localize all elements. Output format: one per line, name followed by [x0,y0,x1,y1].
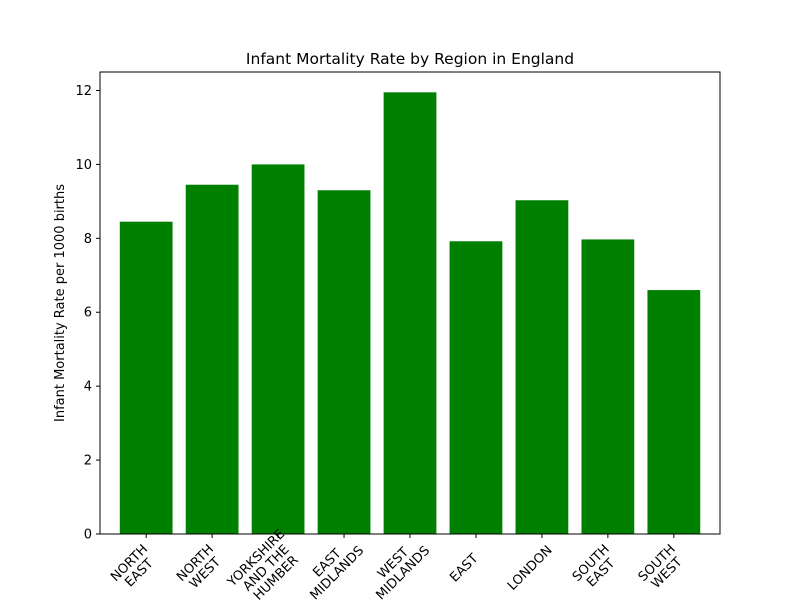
bar [515,200,569,534]
x-tick-label: WESTMIDLANDS [364,534,434,600]
x-tick-label: NORTHEAST [108,542,161,595]
y-tick-label: 8 [84,232,92,247]
y-tick-label: 0 [84,528,92,543]
bar [581,239,635,534]
y-tick-label: 10 [75,158,92,173]
chart-title: Infant Mortality Rate by Region in Engla… [246,50,574,68]
x-tick-label-line: LONDON [505,543,556,594]
bar [383,92,437,534]
bar [185,184,239,535]
bar [449,241,503,534]
y-axis-label: Infant Mortality Rate per 1000 births [53,184,68,422]
y-tick-label: 6 [84,306,92,321]
x-tick-label: EASTMIDLANDS [298,534,368,600]
y-tick-label: 4 [84,380,92,395]
bar [647,290,701,534]
x-tick-label: SOUTHWEST [636,542,689,595]
bar [251,164,305,534]
x-tick-label: YORKSHIREAND THEHUMBER [224,527,308,600]
y-tick-label: 2 [84,454,92,469]
x-tick-label: LONDON [505,543,556,594]
x-tick-label-line: EAST [447,551,481,585]
plot-area: 0 2 4 6 8 10 12 NORTHEAST NORTHWEST YORKSHIREAND … [75,71,721,600]
bar [119,221,173,534]
x-tick-label: NORTHWEST [174,542,227,595]
bar [317,190,371,534]
x-tick-label: EAST [447,551,481,585]
x-tick-label: SOUTHEAST [570,542,623,595]
y-tick-label: 12 [75,84,92,99]
